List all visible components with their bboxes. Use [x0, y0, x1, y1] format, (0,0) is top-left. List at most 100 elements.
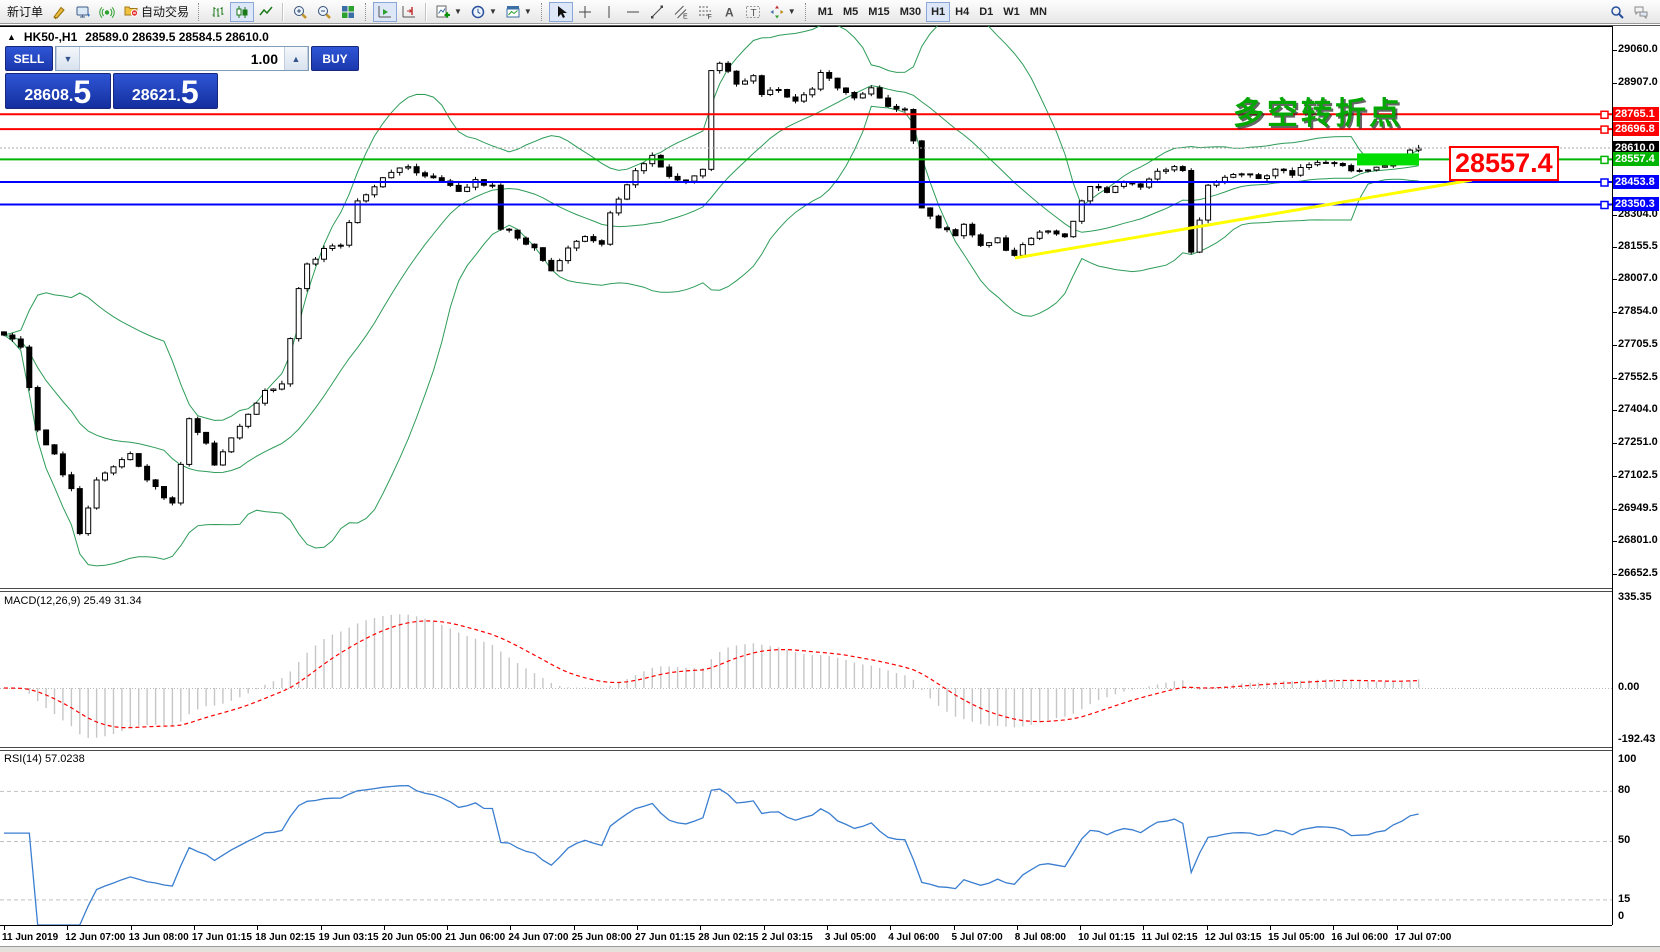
price-axis-tick	[1613, 246, 1617, 248]
chart-shift-icon[interactable]	[397, 2, 421, 22]
time-tick-label: 20 Jun 05:00	[381, 932, 442, 943]
timeframe-button-m30[interactable]: M30	[895, 2, 926, 22]
price-axis[interactable]: 29060.0 28907.0 28304.0 28155.5 28007.0 27854…	[1613, 26, 1660, 925]
price-axis-tick	[1613, 410, 1617, 412]
label-icon[interactable]: T	[741, 2, 765, 22]
macd-signal-line	[3, 620, 1419, 729]
text-icon[interactable]: A	[717, 2, 741, 22]
line-icon[interactable]	[254, 2, 278, 22]
time-axis-tick	[1333, 926, 1335, 930]
buy-price-display[interactable]: 286215	[112, 73, 218, 109]
volume-control: ▼ ▲	[55, 46, 309, 71]
price-tick-label: 27102.5	[1618, 468, 1658, 481]
time-axis-tick	[1206, 926, 1208, 930]
timeframe-button-h1[interactable]: H1	[926, 1, 951, 22]
time-tick-label: 8 Jul 08:00	[1014, 932, 1066, 943]
new-chart-icon[interactable]: ▼	[431, 2, 466, 22]
chat-icon[interactable]	[1629, 2, 1653, 22]
tile-windows-icon[interactable]	[336, 2, 360, 22]
macd-axis-label: -192.43	[1618, 733, 1656, 745]
time-tick-label: 2 Jul 03:15	[761, 932, 813, 943]
rsi-indicator-canvas[interactable]	[0, 750, 1612, 925]
timeframe-button-w1[interactable]: W1	[998, 2, 1025, 22]
timeframe-toolbar: M1 M5 M15 M30 H1 H4 D1 W1 MN	[813, 1, 1052, 22]
time-axis-tick	[953, 926, 955, 930]
price-axis-tick	[1613, 475, 1617, 477]
sell-button[interactable]: SELL	[5, 46, 53, 71]
main-chart-canvas[interactable]	[0, 26, 1612, 588]
template-icon[interactable]: ▼	[501, 2, 536, 22]
macd-indicator-canvas[interactable]	[0, 592, 1612, 747]
volume-input[interactable]	[80, 47, 284, 70]
search-icon[interactable]	[1605, 2, 1629, 22]
time-tick-label: 11 Jun 2019	[2, 932, 59, 943]
channel-icon[interactable]: E	[669, 2, 693, 22]
time-tick-label: 10 Jul 01:15	[1078, 932, 1135, 943]
chart-annotation-text[interactable]: 多空转折点	[1233, 96, 1403, 131]
price-axis-tick	[1613, 573, 1617, 575]
timeframe-button-d1[interactable]: D1	[974, 2, 998, 22]
price-axis-tick	[1613, 377, 1617, 379]
pane-splitter[interactable]	[0, 588, 1660, 592]
time-axis[interactable]: 11 Jun 2019 12 Jun 07:00 13 Jun 08:00 17 Ju…	[0, 925, 1612, 947]
time-tick-label: 17 Jun 01:15	[191, 932, 252, 943]
crosshair-icon[interactable]	[573, 2, 597, 22]
macd-axis-label: 335.35	[1618, 591, 1652, 603]
time-axis-tick	[130, 926, 132, 930]
buy-button[interactable]: BUY	[311, 46, 359, 71]
time-tick-label: 12 Jun 07:00	[65, 932, 126, 943]
arrows-icon[interactable]: ▼	[765, 2, 800, 22]
auto-scroll-icon[interactable]	[373, 1, 398, 22]
new-order-button[interactable]: 新订单	[3, 2, 47, 22]
price-callout-label[interactable]: 28557.4	[1449, 146, 1559, 181]
autotrade-button[interactable]: 自动交易	[119, 2, 193, 22]
hline-icon[interactable]	[621, 2, 645, 22]
rsi-axis-label: 100	[1618, 753, 1637, 765]
timeframe-button-m5[interactable]: M5	[838, 2, 863, 22]
price-tick-label: 28155.5	[1618, 239, 1658, 252]
time-axis-tick	[510, 926, 512, 930]
period-icon[interactable]: ▼	[466, 2, 501, 22]
timeframe-button-h4[interactable]: H4	[950, 2, 974, 22]
volume-increase-button[interactable]: ▲	[284, 47, 308, 70]
trendline-icon[interactable]	[645, 2, 669, 22]
brush-icon[interactable]	[47, 2, 71, 22]
time-axis-tick	[320, 926, 322, 930]
time-tick-label: 21 Jun 06:00	[445, 932, 506, 943]
zoom-out-icon[interactable]	[312, 2, 336, 22]
zoom-in-icon[interactable]	[288, 2, 312, 22]
cursor-icon[interactable]	[548, 1, 573, 22]
rsi-axis-label: 0	[1618, 910, 1625, 922]
time-axis-tick	[4, 926, 5, 930]
rsi-line	[4, 784, 1419, 925]
time-axis-tick	[826, 926, 828, 930]
price-axis-tick	[1613, 50, 1617, 52]
signal-icon[interactable]	[95, 2, 119, 22]
time-tick-label: 17 Jul 07:00	[1394, 932, 1452, 943]
autotrade-icon	[123, 2, 139, 21]
time-axis-tick	[383, 926, 385, 930]
candles-icon[interactable]	[230, 1, 255, 22]
vline-icon[interactable]	[597, 2, 621, 22]
time-tick-label: 25 Jun 08:00	[571, 932, 632, 943]
toolbar-grip	[804, 2, 808, 21]
time-tick-label: 18 Jun 02:15	[255, 932, 316, 943]
time-axis-tick	[1016, 926, 1018, 930]
timeframe-button-m15[interactable]: M15	[863, 2, 894, 22]
timeframe-button-m1[interactable]: M1	[813, 2, 838, 22]
bars-icon[interactable]	[206, 2, 230, 22]
volume-decrease-button[interactable]: ▼	[56, 47, 80, 70]
highlight-segment	[1357, 153, 1419, 166]
chart-symbol-period: HK50-,H1	[23, 30, 78, 44]
fibo-icon[interactable]: F	[693, 2, 717, 22]
dropdown-caret-icon: ▼	[488, 7, 497, 16]
pane-splitter[interactable]	[0, 747, 1660, 751]
price-axis-tick	[1613, 541, 1617, 543]
terminal-icon[interactable]	[71, 2, 95, 22]
window-bottom-edge	[0, 946, 1660, 952]
plot-border	[1612, 26, 1613, 925]
timeframe-button-mn[interactable]: MN	[1025, 2, 1052, 22]
rsi-axis-label: 15	[1618, 893, 1631, 905]
sell-price-display[interactable]: 286085	[5, 73, 111, 109]
